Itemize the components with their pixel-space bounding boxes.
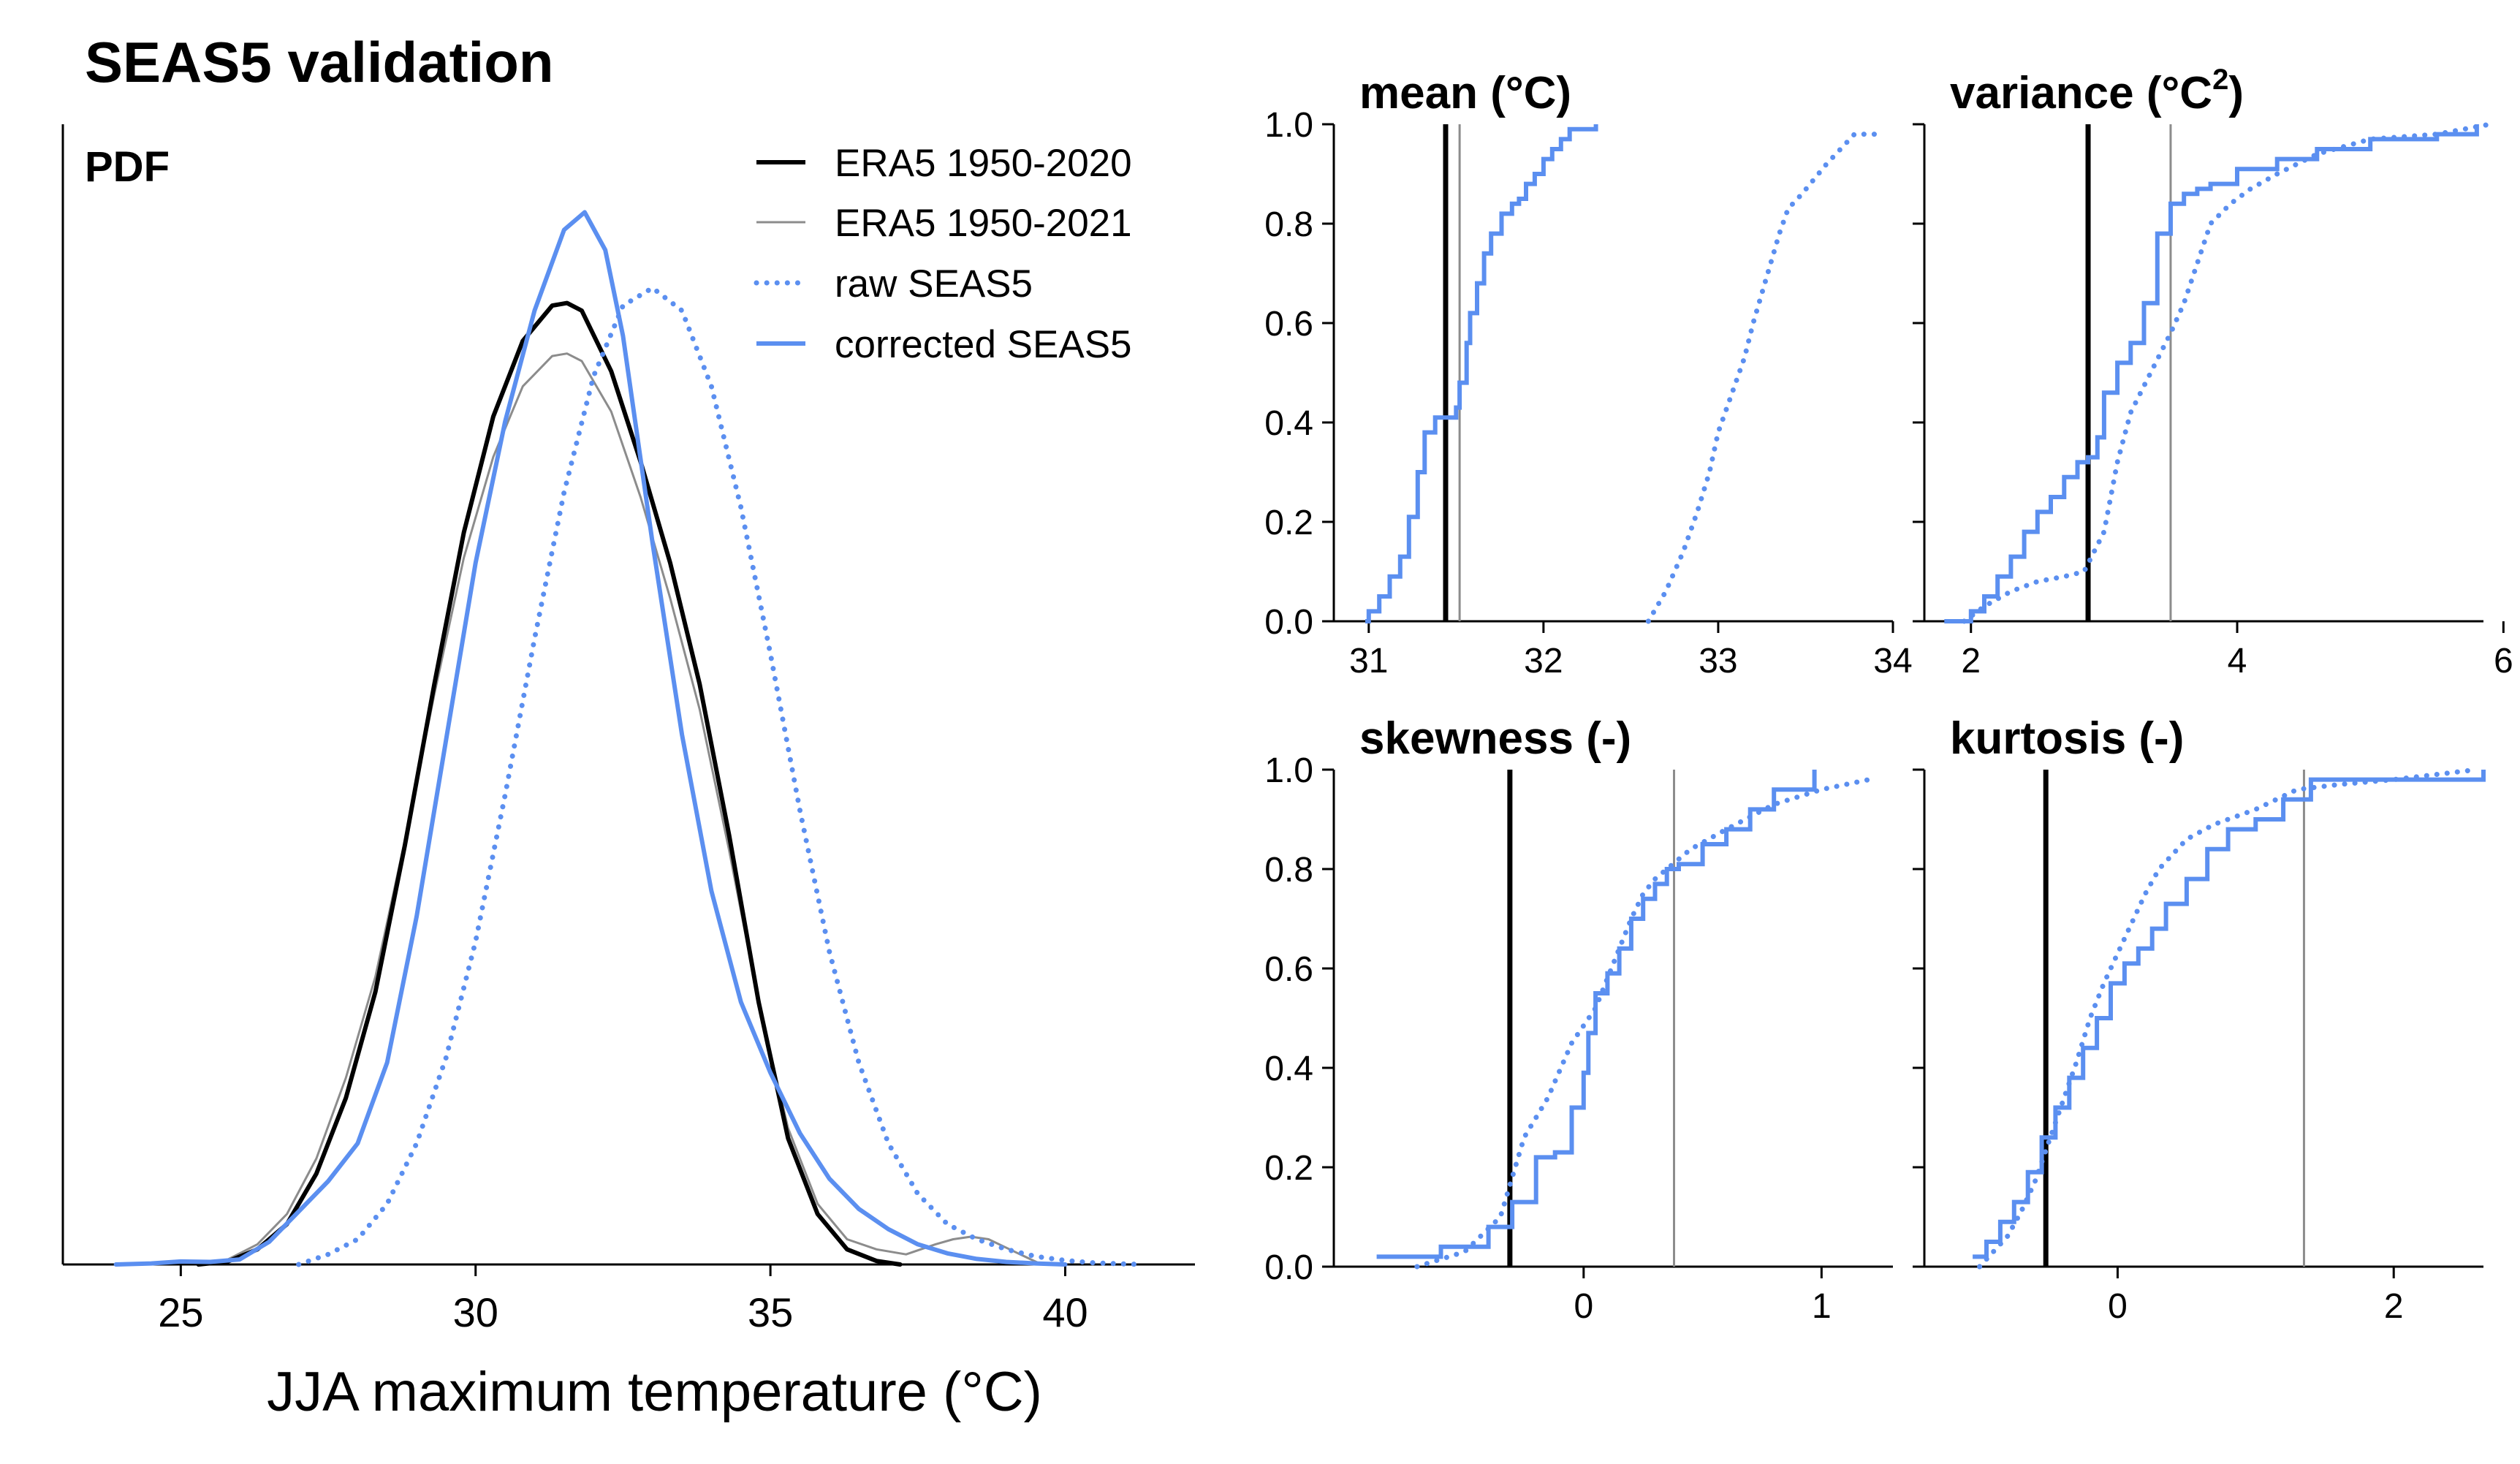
variance-corrected-seas5-cdf <box>1944 124 2479 623</box>
variance-x-tick-label: 2 <box>1961 642 1981 680</box>
skewness-y-tick-label: 0.0 <box>1264 1248 1313 1287</box>
skewness-x-tick-label: 0 <box>1574 1287 1593 1326</box>
kurtosis-panel: 0 2 kurtosis (-) <box>1913 713 2486 1326</box>
pdf-series-corrected_seas5 <box>113 210 1068 1267</box>
mean-corrected-seas5-cdf <box>1365 124 1598 623</box>
legend-label-corrected_seas5: corrected SEAS5 <box>835 323 1132 366</box>
figure-title: SEAS5 validation <box>85 30 554 94</box>
pdf-series-era5_2020 <box>196 300 903 1267</box>
mean-y-tick-label: 0.2 <box>1264 504 1313 542</box>
mean-title-text: mean (°C) <box>1359 68 1571 118</box>
pdf-series-raw_seas5 <box>296 285 1145 1267</box>
skewness-title: skewness (-) <box>1359 713 1631 764</box>
variance-title-close: ) <box>2228 68 2244 118</box>
skewness-y-tick-label: 0.2 <box>1264 1149 1313 1188</box>
pdf-x-tick-label: 30 <box>453 1289 498 1335</box>
mean-y-tick-label: 0.6 <box>1264 305 1313 344</box>
skewness-title-text: skewness (-) <box>1359 713 1631 764</box>
pdf-x-tick-label: 35 <box>748 1289 793 1335</box>
skewness-raw-seas5-cdf <box>1414 777 1872 1270</box>
kurtosis-x-tick-label: 2 <box>2384 1287 2404 1326</box>
legend-label-era5_2021: ERA5 1950-2021 <box>835 202 1132 245</box>
skewness-corrected-seas5-cdf <box>1376 770 1817 1259</box>
legend-label-raw_seas5: raw SEAS5 <box>835 262 1033 306</box>
kurtosis-x-tick-label: 0 <box>2108 1287 2128 1326</box>
mean-panel: 0.0 0.2 0.4 0.6 0.8 1.0 31 32 33 34 mean (°C) <box>1264 68 1912 680</box>
pdf-panel-label: PDF <box>85 143 170 191</box>
variance-title: variance (°C2) <box>1950 64 2244 118</box>
variance-raw-seas5-cdf <box>1962 121 2493 624</box>
pdf-x-tick-label: 40 <box>1042 1289 1088 1335</box>
variance-title-text: variance (°C <box>1950 68 2212 118</box>
skewness-x-tick-label: 1 <box>1812 1287 1832 1326</box>
skewness-panel: 0.0 0.2 0.4 0.6 0.8 1.0 0 1 skewness (-) <box>1264 713 1893 1326</box>
mean-raw-seas5-cdf <box>1645 132 1878 624</box>
pdf-series-era5_2021 <box>197 352 1043 1266</box>
kurtosis-title: kurtosis (-) <box>1950 713 2184 764</box>
mean-y-tick-label: 0.8 <box>1264 205 1313 244</box>
mean-x-tick-label: 32 <box>1524 642 1563 680</box>
mean-title: mean (°C) <box>1359 68 1571 118</box>
variance-title-superscript: 2 <box>2212 64 2228 96</box>
pdf-x-axis-label: JJA maximum temperature (°C) <box>267 1361 1042 1423</box>
kurtosis-title-text: kurtosis (-) <box>1950 713 2184 764</box>
mean-y-tick-label: 0.0 <box>1264 603 1313 642</box>
skewness-y-tick-label: 1.0 <box>1264 751 1313 790</box>
mean-x-tick-label: 34 <box>1873 642 1912 680</box>
pdf-x-tick-label: 25 <box>158 1289 203 1335</box>
variance-x-tick-label: 6 <box>2494 642 2513 680</box>
skewness-y-tick-label: 0.4 <box>1264 1050 1313 1088</box>
mean-x-tick-label: 31 <box>1349 642 1388 680</box>
mean-x-tick-label: 33 <box>1699 642 1737 680</box>
legend: ERA5 1950-2020 ERA5 1950-2021 raw SEAS5 cor… <box>754 142 1132 366</box>
skewness-y-tick-label: 0.8 <box>1264 851 1313 890</box>
legend-label-era5_2020: ERA5 1950-2020 <box>835 142 1132 185</box>
skewness-y-tick-label: 0.6 <box>1264 950 1313 989</box>
mean-y-tick-label: 0.4 <box>1264 404 1313 443</box>
mean-y-tick-label: 1.0 <box>1264 106 1313 145</box>
variance-x-tick-label: 4 <box>2228 642 2247 680</box>
kurtosis-corrected-seas5-cdf <box>1973 770 2486 1259</box>
